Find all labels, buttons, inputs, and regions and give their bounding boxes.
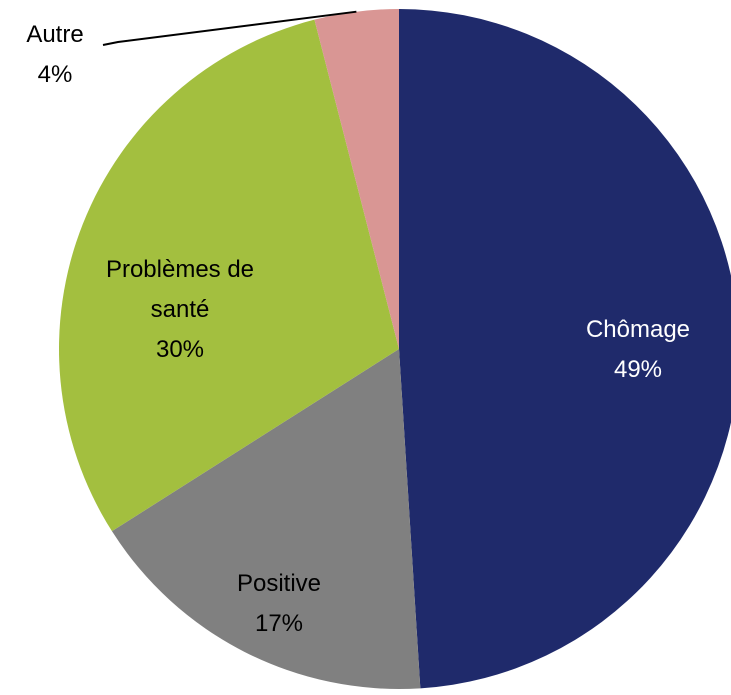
label-box: Chômage 49% [548,310,728,390]
value-label: 17% [254,610,304,637]
label-box: Positive 17% [189,564,369,644]
pie-slice [399,9,731,689]
category-label: Autre [26,21,84,48]
slice-label: Chômage 49% [548,310,728,390]
label-box: Problèmes de santé 30% [80,250,280,370]
value-label: 30% [155,336,205,363]
category-label: Positive [236,570,322,597]
leader-line [102,10,357,46]
pie-slice [58,19,399,532]
slice-label: Autre 4% [0,15,110,95]
slice-label: Problèmes de santé 30% [80,250,280,370]
category-label: Chômage [585,316,691,343]
slice-label: Positive 17% [189,564,369,644]
label-box: Autre 4% [0,15,110,95]
pie-slice [111,349,421,689]
value-label: 4% [37,61,73,88]
pie-slice [314,9,399,349]
category-label: Problèmes de santé [105,256,255,323]
value-label: 49% [613,356,663,383]
